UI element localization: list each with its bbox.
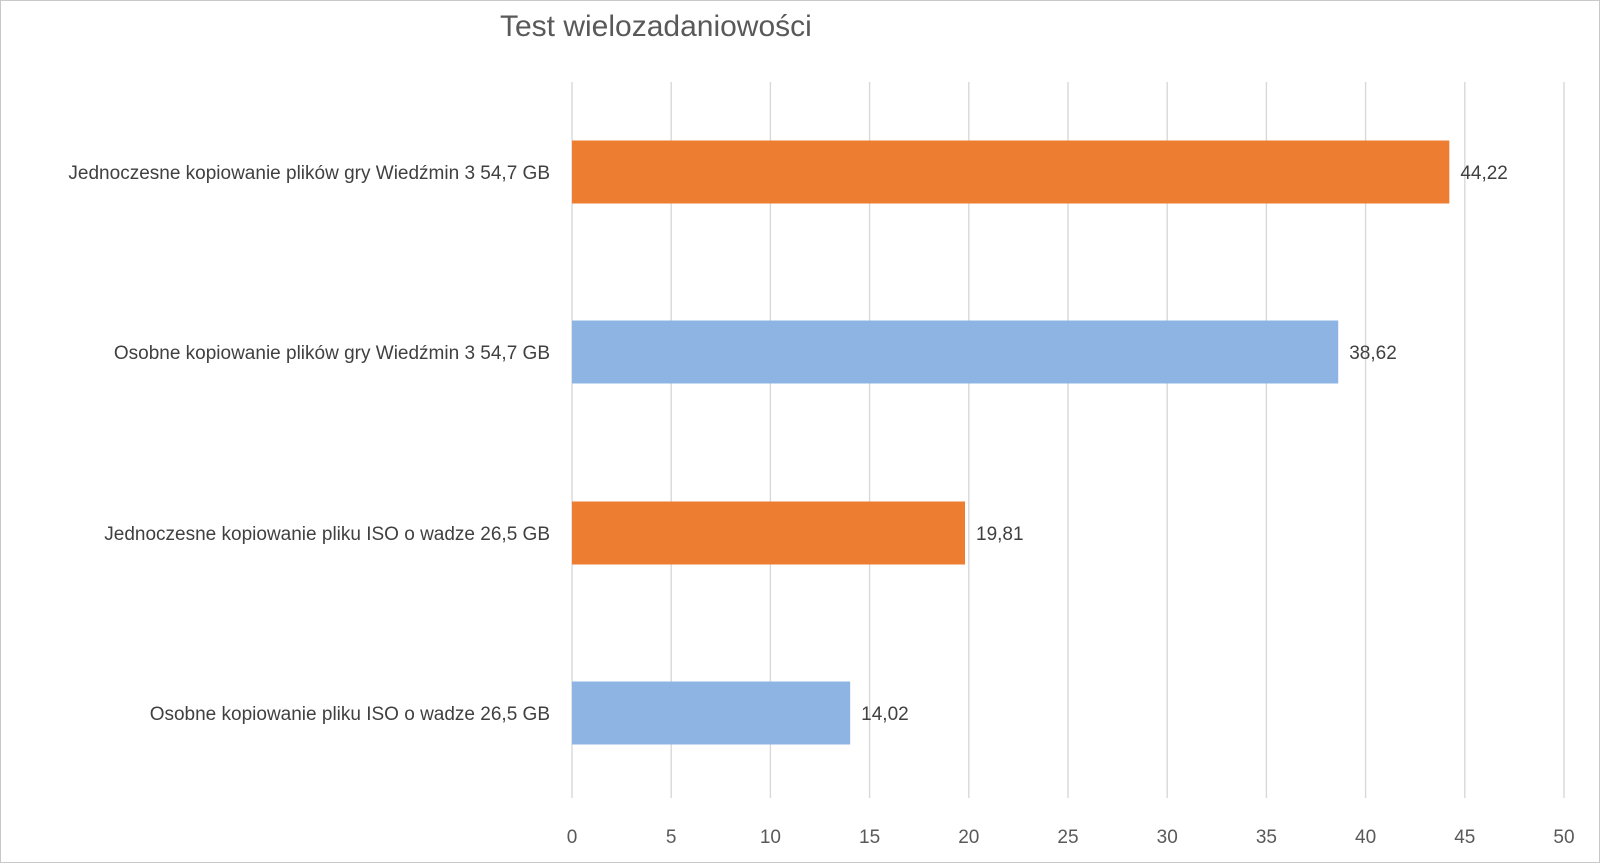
chart-title: Test wielozadaniowości	[500, 10, 812, 43]
x-tick-label: 0	[567, 827, 578, 848]
bars	[572, 140, 1450, 745]
x-tick-label: 45	[1454, 827, 1475, 848]
x-tick-label: 15	[859, 827, 880, 848]
bar-4	[572, 681, 851, 745]
x-tick-label: 10	[760, 827, 781, 848]
category-label: Jednoczesne kopiowanie plików gry Wiedźm…	[68, 163, 550, 184]
x-tick-label: 25	[1057, 827, 1078, 848]
data-label: 19,81	[976, 524, 1024, 545]
category-label: Osobne kopiowanie pliku ISO o wadze 26,5…	[150, 704, 550, 725]
x-tick-label: 40	[1355, 827, 1376, 848]
category-label: Osobne kopiowanie plików gry Wiedźmin 3 …	[114, 343, 550, 364]
bar-3	[572, 501, 966, 565]
data-label: 44,22	[1460, 163, 1508, 184]
x-tick-label: 20	[958, 827, 979, 848]
category-label: Jednoczesne kopiowanie pliku ISO o wadze…	[104, 524, 550, 545]
x-tick-label: 5	[666, 827, 677, 848]
x-tick-label: 50	[1553, 827, 1574, 848]
x-tick-label: 30	[1157, 827, 1178, 848]
data-label: 38,62	[1349, 343, 1397, 364]
data-label: 14,02	[861, 704, 909, 725]
bar-1	[572, 140, 1450, 204]
labels: 0 5 10 15 20 25 30 35 40 45 50 Jednoczesne kopiowan…	[68, 163, 1574, 848]
bar-2	[572, 320, 1339, 384]
x-tick-label: 35	[1256, 827, 1277, 848]
